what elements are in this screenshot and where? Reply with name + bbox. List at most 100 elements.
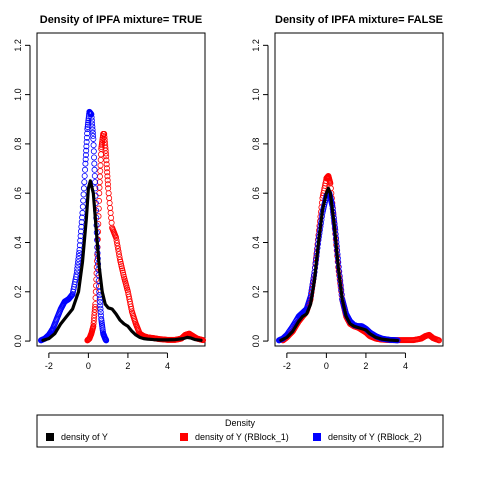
density-point <box>77 228 84 235</box>
y-tick-label: 1.2 <box>251 39 261 52</box>
legend-label-rblock-1: density of Y (RBlock_1) <box>195 432 289 442</box>
density-point <box>78 223 85 230</box>
density-point <box>113 237 120 244</box>
density-point <box>68 292 75 299</box>
y-tick-label: 1.0 <box>13 88 23 101</box>
density-point <box>114 240 121 247</box>
density-point <box>97 302 104 309</box>
density-point <box>83 143 90 150</box>
density-point <box>104 181 111 188</box>
density-point <box>79 209 86 216</box>
x-axis: -2 0 2 4 <box>45 352 170 371</box>
legend-title: Density <box>225 418 256 428</box>
density-point <box>92 288 99 295</box>
density-point <box>92 303 99 310</box>
density-point <box>90 135 97 142</box>
density-point <box>97 309 104 316</box>
density-point <box>85 115 92 122</box>
density-point <box>118 263 125 270</box>
legend-swatch-black <box>46 433 54 441</box>
density-point <box>79 203 86 210</box>
density-point <box>82 160 89 167</box>
density-point <box>91 154 98 161</box>
density-point <box>115 245 122 252</box>
series-density-of-y <box>279 186 400 343</box>
density-point <box>116 251 123 258</box>
y-tick-label: 0.0 <box>251 335 261 348</box>
density-point <box>92 179 99 186</box>
density-point <box>90 132 97 139</box>
density-point <box>89 129 96 136</box>
density-point <box>118 261 125 268</box>
density-point <box>69 291 76 298</box>
series-density-of-y <box>41 179 203 342</box>
x-tick-label: -2 <box>45 361 53 371</box>
density-point <box>81 179 88 186</box>
chart-title: Density of IPFA mixture= FALSE <box>275 14 443 26</box>
density-point <box>118 265 125 272</box>
density-point <box>113 234 120 241</box>
density-point <box>88 117 95 124</box>
density-point <box>75 253 82 260</box>
y-tick-label: 0.2 <box>13 286 23 299</box>
density-point <box>81 172 88 179</box>
density-point <box>103 337 110 344</box>
x-tick-label: 0 <box>324 361 329 371</box>
density-point <box>436 337 443 344</box>
y-tick-label: 0.8 <box>251 138 261 151</box>
density-point <box>83 147 90 154</box>
plot-box <box>274 32 444 347</box>
density-point <box>82 151 89 158</box>
density-point <box>104 173 111 180</box>
density-point <box>84 123 91 130</box>
y-tick-label: 1.0 <box>251 88 261 101</box>
density-point <box>78 219 85 226</box>
density-point <box>79 214 86 221</box>
x-tick-label: 2 <box>125 361 130 371</box>
density-point <box>73 271 80 278</box>
density-point <box>85 117 92 124</box>
density-point <box>89 123 96 130</box>
density-point <box>91 166 98 173</box>
density-point <box>97 305 104 312</box>
density-point <box>102 150 109 157</box>
density-point <box>103 165 110 172</box>
density-point <box>75 256 82 263</box>
x-tick-label: 4 <box>403 361 408 371</box>
density-point <box>80 191 87 198</box>
y-tick-label: 0.6 <box>13 187 23 200</box>
legend-swatch-red <box>180 433 188 441</box>
density-point <box>73 273 80 280</box>
density-line <box>41 179 203 342</box>
density-point <box>120 271 127 278</box>
chart-title: Density of IPFA mixture= TRUE <box>40 14 203 26</box>
density-point <box>80 185 87 192</box>
y-tick-label: 0.0 <box>13 335 23 348</box>
y-axis: 0.0 0.2 0.4 0.6 0.8 1.0 1.2 <box>13 39 31 348</box>
density-point <box>88 114 95 121</box>
density-point <box>90 148 97 155</box>
density-point <box>73 268 80 275</box>
density-point <box>74 265 81 272</box>
x-axis: -2 0 2 4 <box>283 352 408 371</box>
density-line <box>279 186 400 343</box>
series-density-of-y-rblock-1 <box>84 131 207 344</box>
density-point <box>74 262 81 269</box>
density-point <box>103 157 110 164</box>
density-point <box>80 197 87 204</box>
y-tick-label: 1.2 <box>13 39 23 52</box>
density-point <box>88 111 95 118</box>
x-tick-label: 0 <box>86 361 91 371</box>
density-point <box>89 120 96 127</box>
density-point <box>90 142 97 149</box>
y-tick-label: 0.8 <box>13 138 23 151</box>
density-point <box>82 156 89 163</box>
chart-panel-mixture-true: Density of IPFA mixture= TRUE -2 0 2 4 0.0 0… <box>13 14 207 371</box>
x-tick-label: 2 <box>363 361 368 371</box>
density-point <box>75 259 82 266</box>
y-tick-label: 0.4 <box>251 236 261 249</box>
x-tick-label: 4 <box>165 361 170 371</box>
density-point <box>104 177 111 184</box>
density-point <box>83 139 90 146</box>
